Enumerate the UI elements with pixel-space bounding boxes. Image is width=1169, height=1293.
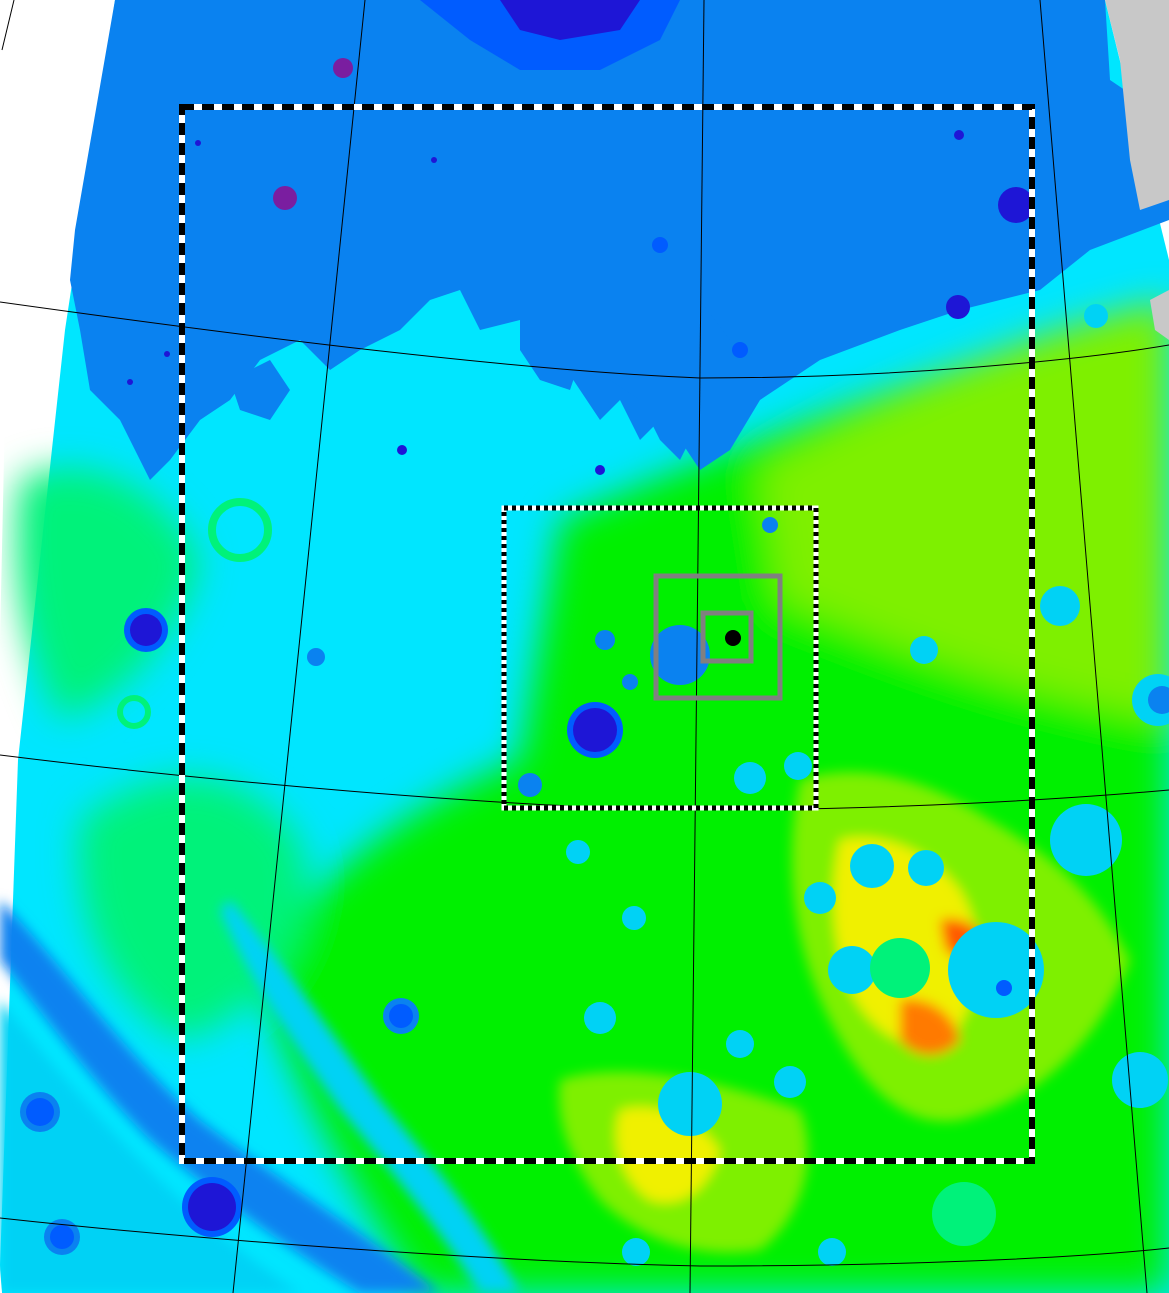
innermost-region-box[interactable] xyxy=(700,610,754,664)
northern-lowland xyxy=(70,0,1169,480)
craters xyxy=(20,58,1169,1266)
filled-circle-icon[interactable] xyxy=(725,630,741,646)
outer-region-box[interactable] xyxy=(179,104,1035,1164)
no-data-area xyxy=(1105,0,1169,210)
inner-region-box[interactable] xyxy=(653,573,783,701)
middle-region-box[interactable] xyxy=(501,505,819,811)
